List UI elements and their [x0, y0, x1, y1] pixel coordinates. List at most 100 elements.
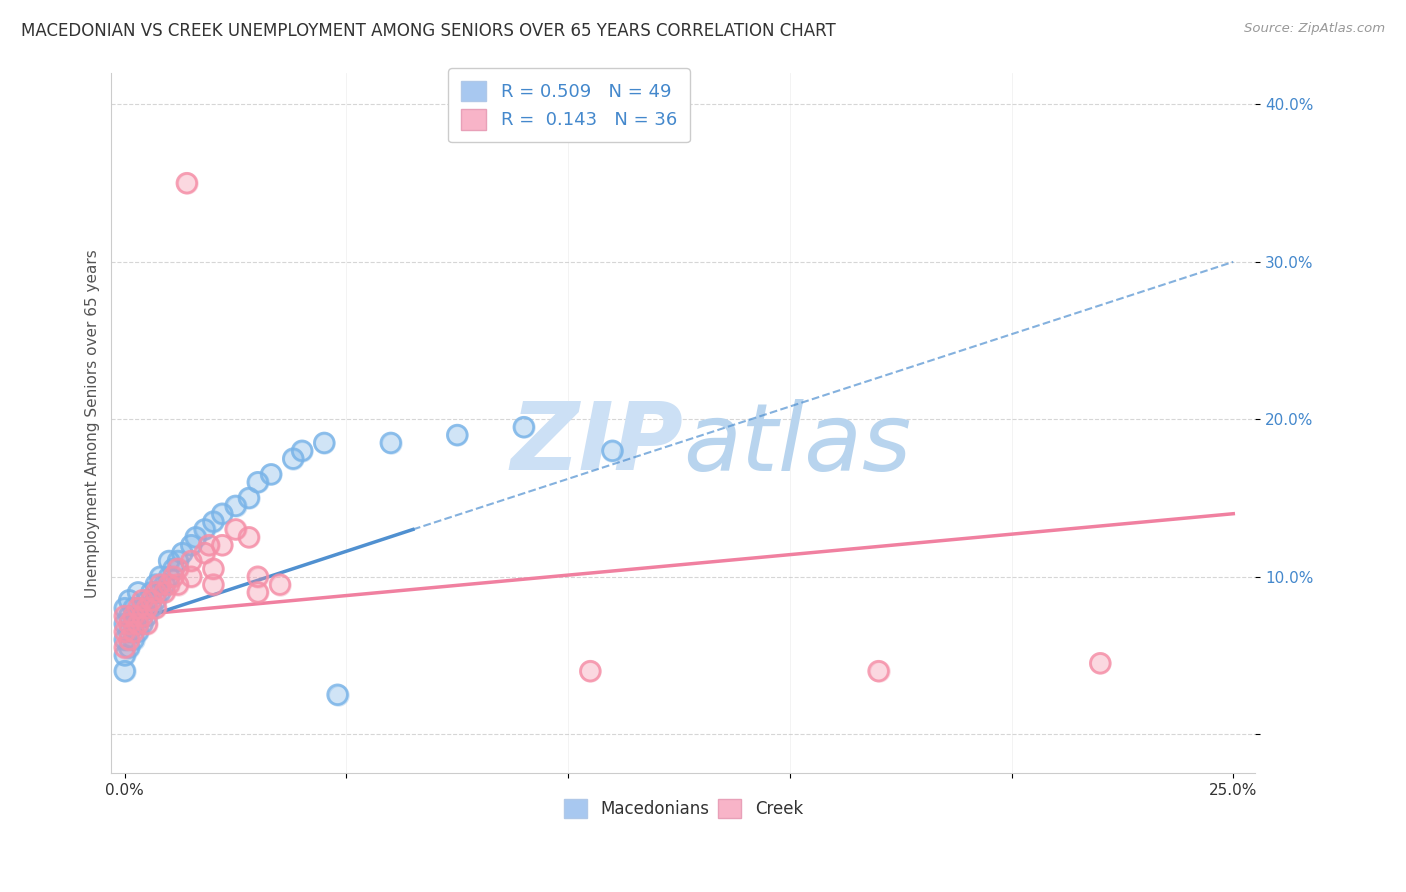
Point — [157, 569, 180, 583]
Point — [135, 616, 157, 631]
Point — [118, 609, 141, 624]
Point — [238, 530, 260, 544]
Point — [269, 577, 291, 591]
Point — [167, 577, 190, 591]
Point — [153, 577, 176, 591]
Point — [127, 601, 149, 615]
Point — [246, 475, 269, 490]
Point — [202, 577, 225, 591]
Point — [211, 538, 233, 552]
Point — [446, 428, 468, 442]
Point — [118, 616, 141, 631]
Point — [127, 601, 149, 615]
Text: MACEDONIAN VS CREEK UNEMPLOYMENT AMONG SENIORS OVER 65 YEARS CORRELATION CHART: MACEDONIAN VS CREEK UNEMPLOYMENT AMONG S… — [21, 22, 835, 40]
Point — [114, 609, 136, 624]
Point — [131, 601, 153, 615]
Point — [238, 530, 260, 544]
Point — [157, 577, 180, 591]
Point — [114, 624, 136, 639]
Point — [145, 577, 167, 591]
Point — [380, 436, 402, 450]
Point — [127, 624, 149, 639]
Point — [579, 664, 602, 678]
Point — [145, 601, 167, 615]
Point — [141, 585, 163, 599]
Point — [238, 491, 260, 505]
Point — [122, 601, 145, 615]
Point — [172, 546, 194, 560]
Point — [602, 443, 624, 458]
Point — [114, 616, 136, 631]
Point — [1090, 657, 1112, 671]
Point — [118, 593, 141, 607]
Text: atlas: atlas — [683, 399, 911, 490]
Point — [180, 554, 202, 568]
Point — [380, 436, 402, 450]
Point — [283, 451, 305, 466]
Point — [131, 616, 153, 631]
Point — [291, 443, 314, 458]
Point — [167, 577, 190, 591]
Point — [602, 443, 624, 458]
Point — [127, 609, 149, 624]
Point — [513, 420, 536, 434]
Point — [145, 577, 167, 591]
Point — [149, 585, 172, 599]
Point — [167, 554, 190, 568]
Text: ZIP: ZIP — [510, 398, 683, 491]
Point — [579, 664, 602, 678]
Point — [180, 538, 202, 552]
Point — [131, 616, 153, 631]
Point — [198, 538, 221, 552]
Point — [202, 515, 225, 529]
Point — [149, 569, 172, 583]
Point — [180, 569, 202, 583]
Point — [202, 562, 225, 576]
Point — [283, 451, 305, 466]
Point — [513, 420, 536, 434]
Point — [131, 593, 153, 607]
Point — [246, 585, 269, 599]
Point — [180, 538, 202, 552]
Point — [153, 577, 176, 591]
Point — [202, 562, 225, 576]
Point — [202, 515, 225, 529]
Point — [291, 443, 314, 458]
Point — [238, 491, 260, 505]
Point — [118, 632, 141, 647]
Point — [172, 546, 194, 560]
Point — [114, 601, 136, 615]
Y-axis label: Unemployment Among Seniors over 65 years: Unemployment Among Seniors over 65 years — [86, 249, 100, 598]
Point — [114, 648, 136, 663]
Point — [118, 640, 141, 655]
Point — [225, 499, 247, 513]
Point — [176, 176, 198, 190]
Point — [157, 554, 180, 568]
Point — [314, 436, 336, 450]
Point — [446, 428, 468, 442]
Point — [141, 585, 163, 599]
Point — [141, 593, 163, 607]
Point — [157, 569, 180, 583]
Point — [202, 577, 225, 591]
Point — [122, 601, 145, 615]
Point — [122, 616, 145, 631]
Point — [135, 593, 157, 607]
Point — [868, 664, 890, 678]
Point — [246, 569, 269, 583]
Point — [145, 585, 167, 599]
Point — [184, 530, 207, 544]
Point — [131, 601, 153, 615]
Point — [118, 616, 141, 631]
Point — [114, 648, 136, 663]
Point — [114, 609, 136, 624]
Point — [135, 601, 157, 615]
Point — [135, 601, 157, 615]
Point — [162, 569, 184, 583]
Point — [141, 601, 163, 615]
Point — [127, 624, 149, 639]
Point — [167, 562, 190, 576]
Point — [145, 593, 167, 607]
Point — [118, 609, 141, 624]
Point — [145, 593, 167, 607]
